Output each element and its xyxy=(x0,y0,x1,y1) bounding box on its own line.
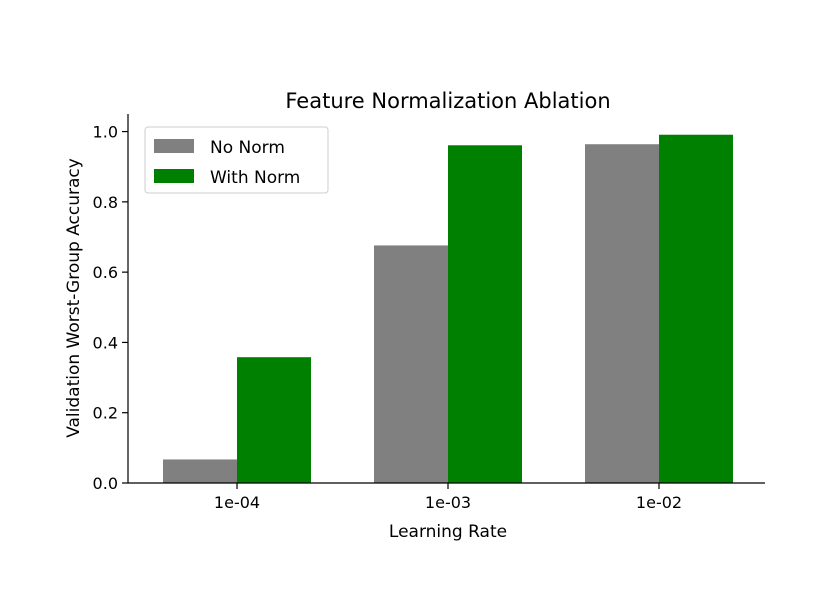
bar-no-norm-1e-03 xyxy=(374,245,448,483)
bars-group xyxy=(163,134,733,484)
legend-label-with-norm: With Norm xyxy=(210,168,300,188)
y-tick-label: 0.4 xyxy=(93,333,118,352)
x-ticks: 1e-04 1e-03 1e-02 xyxy=(214,483,682,512)
y-tick-label: 0.6 xyxy=(93,263,118,282)
bar-no-norm-1e-04 xyxy=(163,459,237,483)
y-tick-label: 0.8 xyxy=(93,193,118,212)
x-tick-label: 1e-04 xyxy=(214,493,260,512)
legend-swatch-with-norm xyxy=(154,169,194,183)
bar-with-norm-1e-03 xyxy=(448,145,522,483)
y-tick-label: 0.0 xyxy=(93,474,118,493)
y-tick-label: 1.0 xyxy=(93,123,118,142)
bar-with-norm-1e-04 xyxy=(237,357,311,483)
x-axis-label: Learning Rate xyxy=(389,522,507,542)
bar-no-norm-1e-02 xyxy=(585,144,659,484)
x-tick-label: 1e-02 xyxy=(636,493,682,512)
bar-with-norm-1e-02 xyxy=(659,134,733,483)
y-axis-label: Validation Worst-Group Accuracy xyxy=(64,158,84,438)
legend-label-no-norm: No Norm xyxy=(210,138,285,158)
chart-title: Feature Normalization Ablation xyxy=(285,89,610,113)
legend: No Norm With Norm xyxy=(144,126,329,194)
y-ticks: 0.0 0.2 0.4 0.6 0.8 1.0 xyxy=(93,123,128,493)
x-tick-label: 1e-03 xyxy=(425,493,471,512)
y-tick-label: 0.2 xyxy=(93,404,118,423)
legend-swatch-no-norm xyxy=(154,139,194,153)
